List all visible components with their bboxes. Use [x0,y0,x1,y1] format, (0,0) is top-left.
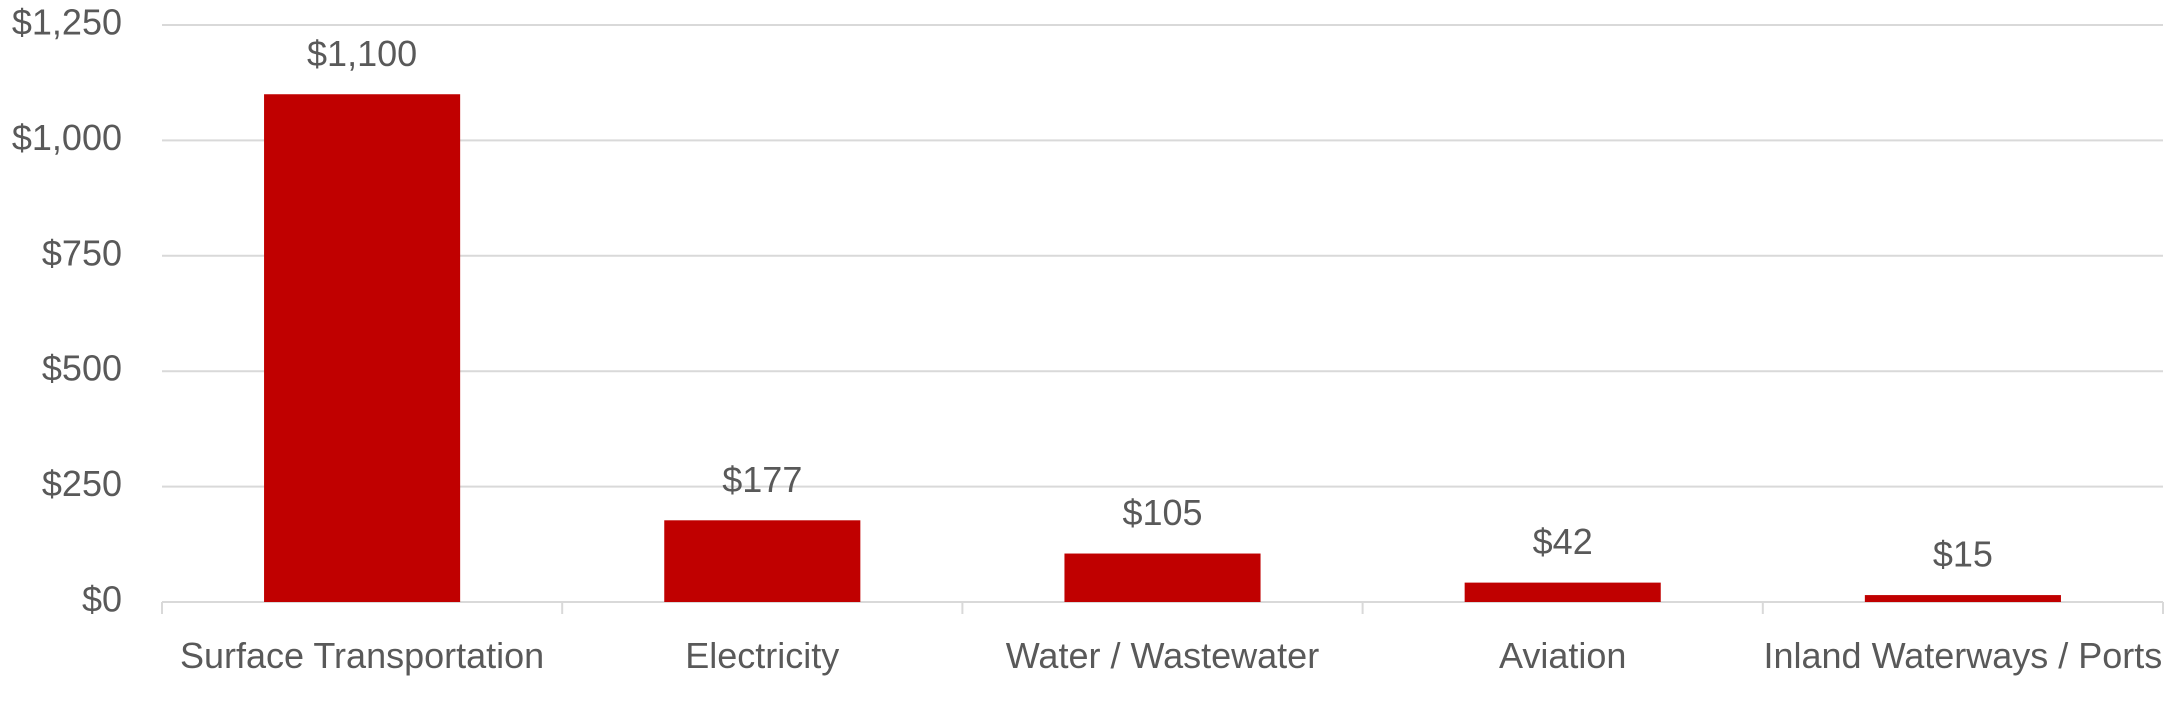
bar [1864,595,2061,602]
value-label: $15 [1933,534,1993,575]
value-label: $105 [1122,492,1202,533]
x-tick-label: Inland Waterways / Ports [1763,635,2163,676]
y-tick-label: $0 [82,579,122,620]
value-label: $177 [722,459,802,500]
y-tick-label: $750 [42,232,122,273]
bar [664,520,861,602]
x-tick-label: Aviation [1498,635,1627,676]
x-tick-label: Electricity [685,635,840,676]
bar [1464,582,1661,602]
x-tick-label: Surface Transportation [179,635,545,676]
y-tick-label: $1,250 [12,2,122,43]
y-tick-label: $1,000 [12,117,122,158]
y-tick-label: $500 [42,348,122,389]
y-tick-label: $250 [42,463,122,504]
bar [1064,553,1261,602]
bar [264,94,461,603]
x-tick-label: Water / Wastewater [1005,635,1320,676]
value-label: $1,100 [307,33,417,74]
value-label: $42 [1533,521,1593,562]
